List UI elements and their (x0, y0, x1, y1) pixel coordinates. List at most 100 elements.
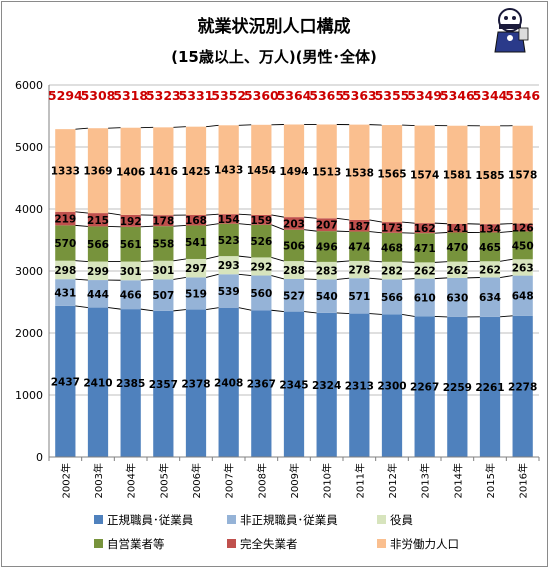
x-tick-label: 2014年 (451, 463, 464, 498)
bar-segment (87, 261, 109, 281)
mascot-logo (494, 8, 529, 53)
bar-segment (447, 125, 468, 224)
data-label: 527 (283, 290, 305, 302)
data-label: 444 (87, 289, 109, 301)
bar-segment (55, 225, 76, 261)
data-label: 450 (512, 240, 534, 252)
data-label: 570 (54, 238, 76, 250)
bar-segment (447, 277, 468, 317)
series-connector (75, 211, 88, 214)
total-label: 5346 (440, 88, 475, 103)
series-connector (304, 260, 317, 263)
data-label: 558 (152, 238, 174, 250)
data-label: 1369 (83, 166, 112, 178)
series-connector (140, 260, 154, 263)
data-label: 630 (446, 292, 468, 304)
series-connector (75, 224, 88, 227)
bar-segment (512, 259, 533, 276)
series-connector (238, 255, 252, 258)
bar-segment (349, 260, 370, 279)
bar-segment (153, 279, 174, 311)
data-label: 474 (348, 241, 370, 253)
series-connector (336, 312, 350, 315)
data-label: 526 (250, 236, 272, 248)
legend-swatch (377, 515, 386, 524)
data-label: 219 (54, 214, 76, 226)
data-label: 541 (185, 237, 207, 249)
data-label: 126 (512, 222, 534, 234)
data-label: 301 (120, 266, 142, 278)
y-tick-label: 2000 (15, 327, 43, 340)
total-label: 5355 (375, 88, 410, 103)
x-tick-label: 2003年 (92, 463, 105, 498)
bar-segment (479, 232, 501, 262)
bar-segment (512, 315, 533, 457)
series-connector (336, 217, 350, 221)
series-connector (434, 277, 448, 280)
data-label: 507 (152, 290, 174, 302)
legend-label: 自営業者等 (107, 537, 165, 551)
data-label: 282 (381, 266, 403, 278)
x-tick-label: 2011年 (353, 463, 366, 498)
x-tick-label: 2005年 (157, 463, 170, 498)
x-tick-label: 2013年 (419, 463, 432, 498)
bar-segment (381, 261, 403, 280)
data-label: 560 (250, 288, 272, 300)
bar-segment (185, 277, 207, 310)
series-connector (238, 307, 252, 311)
bar-segment (512, 125, 533, 224)
data-label: 2324 (312, 380, 341, 392)
bar-segment (153, 226, 174, 261)
bar-segment (185, 126, 207, 216)
data-label: 1406 (116, 166, 145, 178)
x-tick-label: 2016年 (517, 463, 530, 498)
bar-segment (185, 258, 207, 278)
series-connector (206, 213, 219, 216)
bar-segment (55, 211, 76, 226)
x-axis: 2002年 2003年 2004年 2005年 2006年 2007年 2008年 2009年… (48, 456, 540, 498)
data-label: 154 (218, 214, 240, 226)
bar-segment (251, 124, 272, 215)
series-connector (238, 213, 252, 216)
series-connector (140, 308, 154, 312)
bar-segment (479, 261, 501, 278)
bar-segment (120, 309, 141, 457)
bar-segment (87, 226, 109, 262)
data-label: 187 (348, 221, 370, 233)
bar-segment (55, 305, 76, 457)
series-connector (108, 307, 121, 310)
data-label: 466 (120, 290, 142, 302)
series-connector (434, 232, 448, 234)
series-connector (206, 223, 219, 226)
total-label: 5363 (342, 88, 377, 103)
bar-segment (381, 222, 403, 233)
series-connector (206, 124, 219, 128)
legend-swatch (227, 539, 236, 548)
total-label: 5360 (244, 88, 279, 103)
data-label: 262 (479, 264, 501, 276)
x-tick-label: 2008年 (255, 463, 268, 498)
bar-segment (316, 261, 337, 280)
legend-label: 正規職員･従業員 (107, 513, 194, 527)
data-label: 561 (120, 239, 142, 251)
bar-segment (218, 307, 239, 457)
bar-segment (283, 261, 305, 279)
data-label: 1578 (508, 170, 537, 182)
data-label: 1454 (247, 165, 276, 177)
bars (55, 124, 533, 457)
data-label: 178 (152, 216, 174, 228)
data-label: 519 (185, 288, 207, 300)
bar-segment (185, 309, 207, 457)
series-connector (173, 224, 186, 227)
bar-segment (120, 214, 141, 227)
bar-segment (414, 125, 435, 224)
bar-segment (316, 124, 337, 219)
legend-swatch (227, 515, 236, 524)
data-label: 2385 (116, 378, 145, 390)
data-label: 215 (87, 215, 109, 227)
series-connector (75, 305, 88, 309)
series-connector (369, 231, 382, 234)
bar-segment (283, 229, 305, 262)
data-label: 262 (414, 266, 436, 278)
total-label: 5349 (407, 88, 442, 103)
